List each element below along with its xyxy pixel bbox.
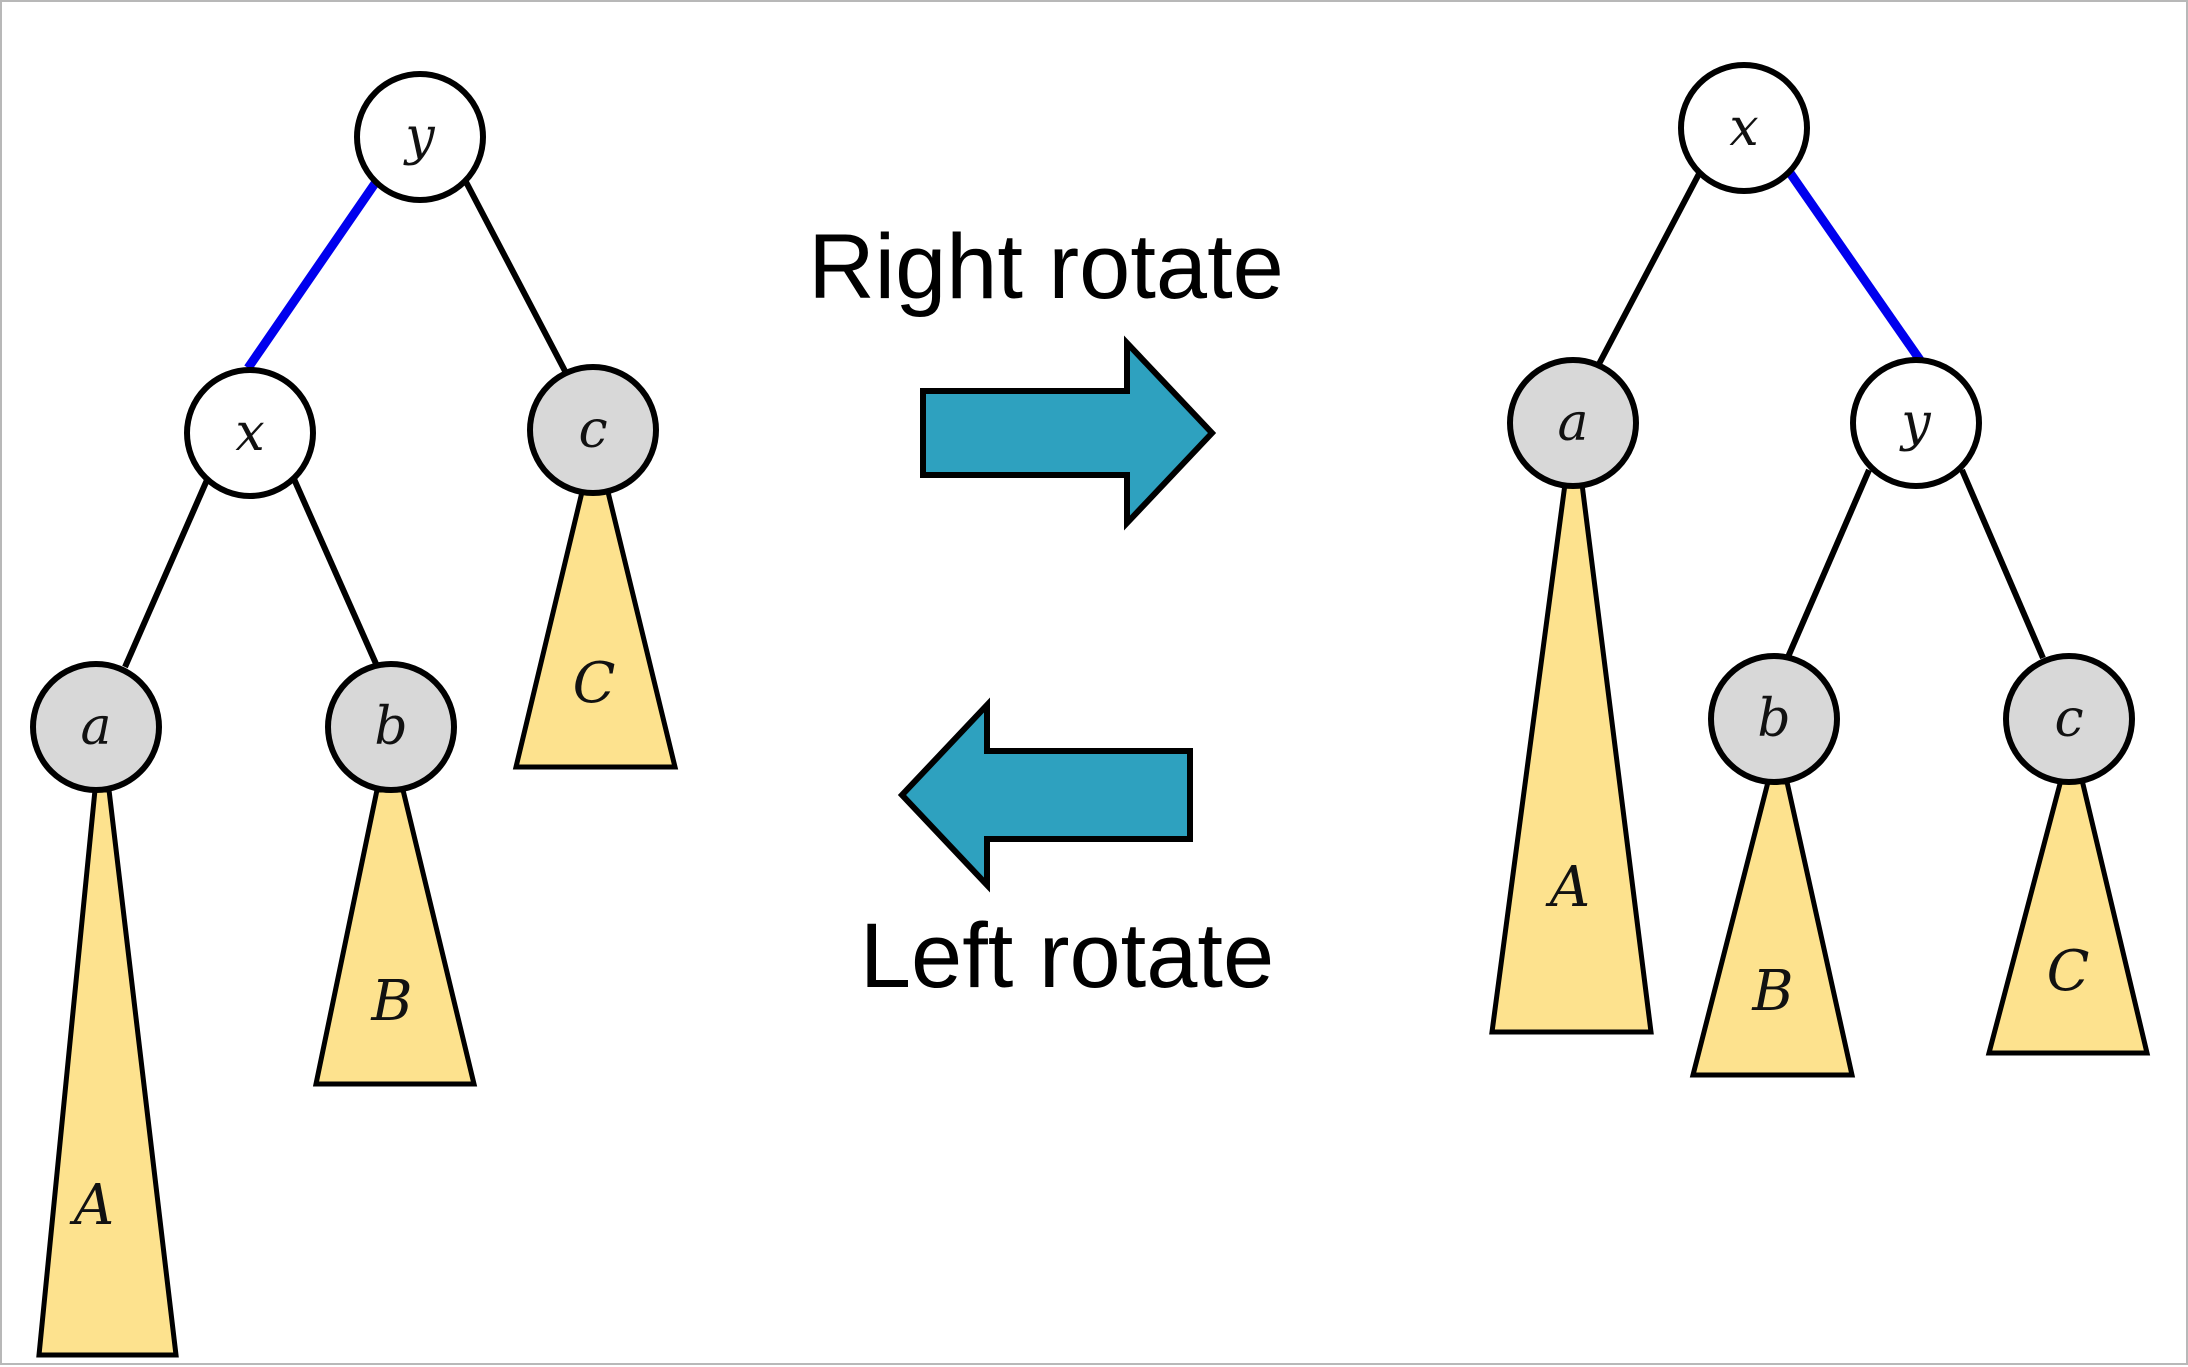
- right-node-a-label: a: [1557, 393, 1588, 453]
- left-node-y-label: y: [403, 107, 435, 167]
- left-node-a: a: [30, 661, 162, 793]
- right-edge-y-b: [1785, 468, 1872, 659]
- right-edge-x-y: [1784, 167, 1924, 363]
- right-node-a: a: [1507, 357, 1639, 489]
- left-subtree-C-label: C: [573, 651, 616, 716]
- left-subtree-C: [512, 489, 679, 770]
- left-arrow-icon: [897, 697, 1193, 893]
- left-node-b-label: b: [374, 697, 407, 757]
- left-node-y: y: [354, 71, 486, 203]
- right-edge-x-a: [1596, 168, 1704, 366]
- left-node-c: c: [527, 364, 659, 496]
- right-node-c-label: c: [2054, 689, 2083, 749]
- left-edge-y-x: [244, 176, 382, 371]
- right-edge-y-c: [1959, 468, 2046, 660]
- right-arrow-icon: [920, 335, 1217, 531]
- left-tree: y x c a b A B C: [30, 71, 679, 1358]
- right-subtree-C: [1985, 777, 2151, 1056]
- left-node-x-label: x: [235, 403, 264, 463]
- right-node-c: c: [2003, 653, 2135, 785]
- right-subtree-B-label: B: [1751, 959, 1793, 1024]
- transform-controls: Right rotate Left rotate: [808, 216, 1284, 1007]
- left-subtree-B-label: B: [370, 969, 412, 1034]
- right-node-y: y: [1850, 357, 1982, 489]
- right-node-x: x: [1678, 62, 1810, 194]
- right-tree: x a y b c A B C: [1489, 62, 2151, 1078]
- left-edge-x-a: [122, 478, 210, 669]
- right-subtree-B: [1689, 779, 1856, 1078]
- right-rotate-caption: Right rotate: [808, 216, 1284, 318]
- left-edge-x-b: [291, 477, 380, 668]
- left-node-x: x: [184, 367, 316, 499]
- left-edge-y-c: [462, 178, 568, 373]
- left-subtree-A: [36, 787, 179, 1358]
- right-subtree-A-label: A: [1545, 855, 1590, 920]
- left-node-b: b: [325, 661, 457, 793]
- right-node-y-label: y: [1899, 393, 1931, 453]
- right-subtree-C-label: C: [2047, 939, 2090, 1004]
- left-rotate-caption: Left rotate: [860, 905, 1274, 1007]
- right-node-x-label: x: [1729, 98, 1758, 158]
- right-node-b-label: b: [1757, 689, 1790, 749]
- left-subtree-A-label: A: [69, 1173, 114, 1238]
- right-subtree-A: [1489, 481, 1654, 1035]
- left-subtree-B: [312, 787, 478, 1087]
- left-node-c-label: c: [578, 400, 607, 460]
- left-node-a-label: a: [80, 697, 111, 757]
- right-node-b: b: [1708, 653, 1840, 785]
